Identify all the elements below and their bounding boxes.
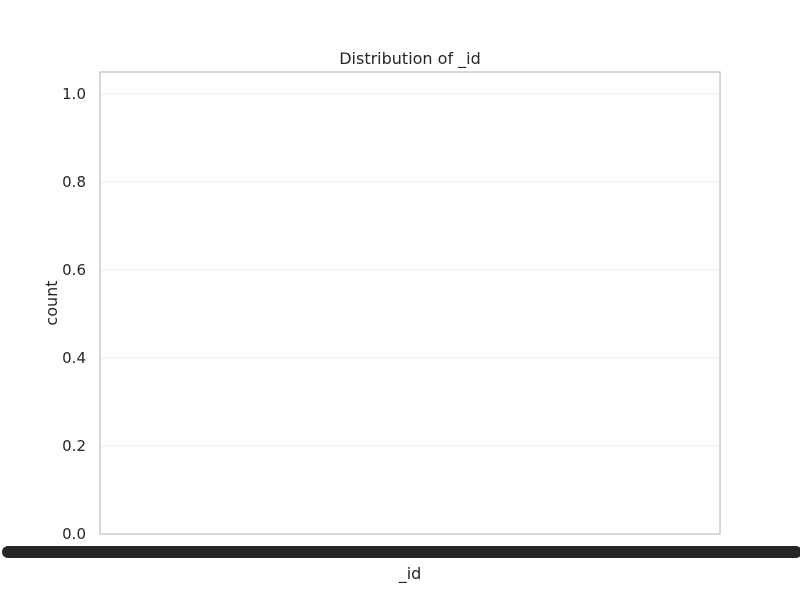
y-tick-label: 0.6 <box>62 261 86 279</box>
y-tick-label: 0.2 <box>62 437 86 455</box>
x-axis-label: _id <box>398 564 422 584</box>
plot-area-frame <box>99 71 721 535</box>
y-axis-label: count <box>42 280 61 325</box>
chart-title: Distribution of _id <box>339 49 481 69</box>
x-tick-labels-overlapping <box>2 546 800 558</box>
y-tick-label: 1.0 <box>62 85 86 103</box>
y-tick-labels: 0.0 0.2 0.4 0.6 0.8 1.0 <box>62 85 86 543</box>
y-tick-label: 0.8 <box>62 173 86 191</box>
y-tick-label: 0.4 <box>62 349 86 367</box>
grid-lines <box>100 93 720 535</box>
y-tick-label: 0.0 <box>62 525 86 543</box>
